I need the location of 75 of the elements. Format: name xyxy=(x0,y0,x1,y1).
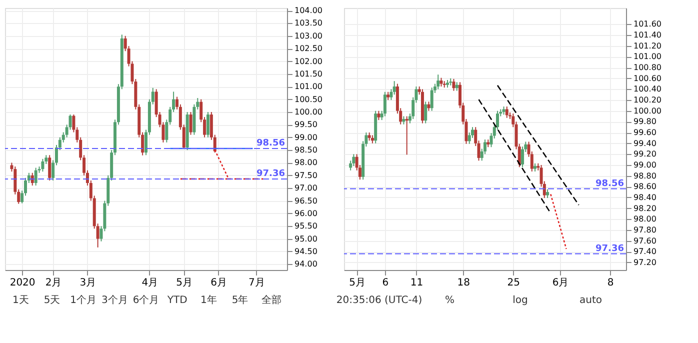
text: 1个月 xyxy=(70,294,97,306)
y-tick-label: 100.40 xyxy=(634,84,662,94)
y-tick-label: 96.50 xyxy=(294,196,318,206)
y-tick-label: 99.40 xyxy=(634,138,656,148)
text: auto xyxy=(579,295,602,306)
x-tick-label: 3月 xyxy=(80,278,96,288)
y-tick-label: 102.50 xyxy=(294,44,322,54)
y-tick-label: 97.60 xyxy=(634,236,656,246)
y-tick-label: 98.50 xyxy=(294,146,318,155)
y-tick-label: 101.60 xyxy=(634,20,662,29)
x-tick-label: 11 xyxy=(410,278,424,288)
text: 1年 xyxy=(200,294,217,306)
y-tick-label: 100.80 xyxy=(634,63,662,72)
ref-line-label: 97.36 xyxy=(596,244,624,254)
x-tick-label: 6 xyxy=(382,278,389,288)
y-tick-label: 97.80 xyxy=(634,225,656,234)
y-tick-label: 100.00 xyxy=(634,106,662,116)
y-tick-label: 103.00 xyxy=(294,31,322,40)
text: 6个月 xyxy=(132,294,160,306)
y-tick-label: 98.20 xyxy=(634,204,656,213)
text: log xyxy=(512,295,528,306)
y-tick-label: 100.20 xyxy=(634,96,662,105)
text: % xyxy=(444,295,455,306)
x-tick-label: 8 xyxy=(607,278,614,288)
y-tick-label: 103.50 xyxy=(294,18,322,28)
text: 全部 xyxy=(261,294,282,306)
y-tick-label: 98.80 xyxy=(634,171,656,180)
y-tick-label: 102.00 xyxy=(294,56,322,66)
ref-line-label: 98.56 xyxy=(596,178,624,189)
y-tick-label: 98.00 xyxy=(294,158,318,168)
y-tick-label: 95.50 xyxy=(294,222,318,231)
x-tick-label: 2020 xyxy=(10,278,36,288)
text: 1天 xyxy=(12,295,29,306)
y-tick-label: 99.00 xyxy=(634,160,656,170)
ref-line-label: 98.56 xyxy=(256,138,285,149)
text: YTD xyxy=(166,295,188,306)
x-tick-label: 5月 xyxy=(176,278,193,288)
y-tick-label: 100.00 xyxy=(294,107,322,116)
y-tick-label: 97.00 xyxy=(294,184,318,193)
y-tick-label: 99.80 xyxy=(634,117,656,126)
y-tick-label: 101.40 xyxy=(634,30,662,40)
x-tick-label: 18 xyxy=(457,278,470,288)
y-tick-label: 99.00 xyxy=(294,132,318,142)
y-tick-label: 99.20 xyxy=(634,150,656,159)
x-tick-label: 2月 xyxy=(45,278,62,288)
x-tick-label: 5月 xyxy=(349,278,366,288)
y-tick-label: 101.20 xyxy=(634,41,662,50)
y-tick-label: 95.00 xyxy=(294,234,318,244)
x-tick-label: 25 xyxy=(507,278,520,288)
y-tick-label: 97.40 xyxy=(634,247,656,256)
y-tick-label: 99.60 xyxy=(634,128,656,138)
text: 3个月 xyxy=(101,294,128,306)
text: 5天 xyxy=(44,295,60,306)
y-tick-label: 98.00 xyxy=(634,214,656,224)
text: 20:35:06 (UTC-4) xyxy=(336,295,422,306)
x-tick-label: 7月 xyxy=(248,278,265,288)
y-tick-label: 98.60 xyxy=(634,182,656,192)
y-tick-label: 100.50 xyxy=(294,94,322,104)
x-tick-label: 6月 xyxy=(552,278,569,288)
y-tick-label: 99.50 xyxy=(294,120,318,130)
y-tick-label: 101.00 xyxy=(634,52,662,62)
y-tick-label: 96.00 xyxy=(294,208,318,218)
y-tick-label: 101.00 xyxy=(294,82,322,92)
x-tick-label: 6月 xyxy=(210,278,227,288)
y-tick-label: 98.40 xyxy=(634,192,656,202)
y-tick-label: 100.60 xyxy=(634,74,662,83)
text: 5年 xyxy=(232,294,248,306)
y-tick-label: 94.00 xyxy=(294,260,318,269)
x-tick-label: 4月 xyxy=(142,278,158,288)
y-tick-label: 104.00 xyxy=(294,6,322,16)
y-tick-label: 101.50 xyxy=(294,69,322,78)
ref-line-label: 97.36 xyxy=(256,168,285,179)
y-tick-label: 94.50 xyxy=(294,246,318,256)
y-tick-label: 97.50 xyxy=(294,170,318,180)
y-tick-label: 97.20 xyxy=(634,258,656,267)
